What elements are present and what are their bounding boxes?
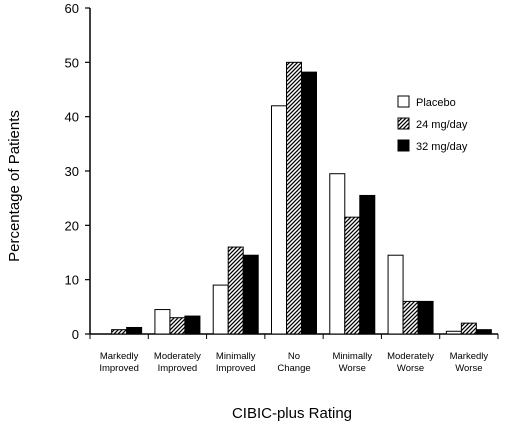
x-axis-title: CIBIC-plus Rating	[232, 405, 352, 422]
bar-placebo-2	[212, 284, 229, 335]
bar-24-mg-day-3	[286, 61, 302, 335]
bar-32-mg-day-2	[242, 254, 259, 335]
bar-24-mg-day-6	[460, 322, 477, 335]
y-tick-label: 40	[65, 110, 79, 125]
x-tick-label: Moderately	[154, 351, 201, 362]
legend-label: Placebo	[416, 97, 456, 109]
x-tick-label: Worse	[397, 363, 424, 374]
bar-24-mg-day-0	[111, 329, 128, 335]
x-tick-label: Worse	[339, 363, 366, 374]
bar-placebo-6	[445, 330, 462, 335]
y-tick-label: 30	[65, 164, 79, 179]
y-tick-label: 60	[65, 1, 79, 16]
bar-32-mg-day-6	[475, 329, 492, 335]
x-tick-label: No	[288, 351, 300, 362]
bar-32-mg-day-0	[126, 326, 143, 335]
bar-24-mg-day-2	[227, 246, 244, 335]
bar-32-mg-day-1	[184, 315, 201, 335]
y-tick-label: 20	[65, 218, 79, 233]
y-tick-label: 10	[65, 273, 79, 288]
y-tick-label: 50	[65, 55, 79, 70]
x-tick-label: Moderately	[387, 351, 434, 362]
y-tick-label: 0	[72, 327, 79, 342]
bar-32-mg-day-4	[359, 194, 376, 335]
y-axis-title: Percentage of Patients	[6, 110, 23, 262]
bar-placebo-4	[329, 173, 346, 335]
legend: Placebo 24 mg/day 32 mg/day	[397, 95, 468, 153]
x-tick-label: Markedly	[450, 351, 489, 362]
legend-swatch-placebo	[397, 95, 410, 108]
bar-placebo-5	[387, 254, 404, 335]
bar-placebo-3	[271, 105, 287, 335]
x-tick-label: Improved	[158, 363, 198, 374]
bar-24-mg-day-4	[344, 216, 361, 335]
legend-label: 24 mg/day	[416, 119, 468, 131]
bar-24-mg-day-1	[169, 317, 186, 335]
x-tick-label: Change	[277, 363, 310, 374]
bar-24-mg-day-5	[402, 300, 419, 335]
x-tick-label: Minimally	[216, 351, 256, 362]
x-tick-label: Minimally	[332, 351, 372, 362]
x-tick-label: Markedly	[100, 351, 139, 362]
x-tick-label: Improved	[216, 363, 256, 374]
legend-label: 32 mg/day	[416, 141, 468, 153]
bar-32-mg-day-3	[301, 71, 317, 335]
legend-swatch-24-mg-day	[397, 117, 410, 130]
x-tick-label: Worse	[455, 363, 482, 374]
plot-area: 0102030405060MarkedlyImprovedModeratelyI…	[65, 1, 499, 374]
x-tick-label: Improved	[99, 363, 139, 374]
legend-swatch-32-mg-day	[397, 139, 410, 152]
bar-placebo-1	[154, 309, 171, 335]
bar-32-mg-day-5	[417, 300, 434, 335]
